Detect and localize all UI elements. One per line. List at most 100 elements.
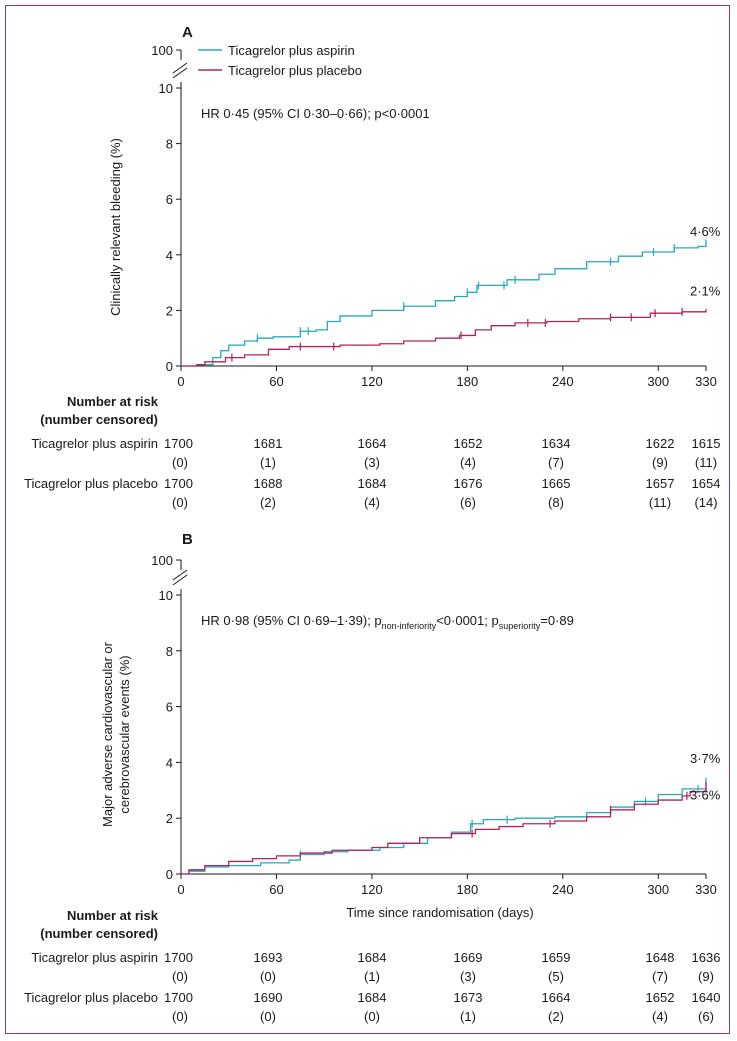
x-axis-label: Time since randomisation (days) xyxy=(346,905,533,920)
risk-censored-value: (4) xyxy=(652,1009,668,1024)
risk-at-risk-value: 1700 xyxy=(164,990,193,1005)
legend-label: Ticagrelor plus aspirin xyxy=(228,43,355,58)
risk-censored-value: (0) xyxy=(172,455,188,470)
y-tick-label: 10 xyxy=(159,588,173,603)
x-tick-label: 300 xyxy=(647,882,669,897)
risk-at-risk-value: 1690 xyxy=(254,990,283,1005)
risk-censored-value: (3) xyxy=(364,455,380,470)
x-tick-label: 240 xyxy=(552,374,574,389)
risk-row-label: Ticagrelor plus placebo xyxy=(24,476,158,491)
x-tick-label: 330 xyxy=(695,374,717,389)
km-curve-placebo xyxy=(181,309,707,367)
end-value-label: 3·7% xyxy=(690,751,721,766)
risk-table-header: (number censored) xyxy=(40,926,158,941)
risk-at-risk-value: 1684 xyxy=(358,950,387,965)
y-tick-label: 6 xyxy=(166,192,173,207)
panel-letter: B xyxy=(182,531,193,548)
hazard-ratio-annotation: HR 0·98 (95% CI 0·69–1·39); pnon-inferio… xyxy=(201,613,574,631)
y-axis-break-mark xyxy=(172,62,188,74)
risk-at-risk-value: 1657 xyxy=(646,476,675,491)
y-tick-label: 0 xyxy=(166,867,173,882)
risk-at-risk-value: 1636 xyxy=(692,950,721,965)
end-value-label: 4·6% xyxy=(690,224,721,239)
risk-censored-value: (9) xyxy=(652,455,668,470)
annotation-part: superiority xyxy=(499,621,541,631)
km-curve-aspirin xyxy=(181,777,707,875)
risk-censored-value: (11) xyxy=(695,455,717,470)
end-value-label: 2·1% xyxy=(690,284,721,299)
legend-label: Ticagrelor plus placebo xyxy=(228,63,362,78)
y-axis-break-mark xyxy=(172,574,188,586)
risk-at-risk-value: 1640 xyxy=(692,990,721,1005)
annotation-part: non-inferiority xyxy=(382,621,437,631)
risk-row-label: Ticagrelor plus aspirin xyxy=(31,436,158,451)
risk-censored-value: (6) xyxy=(698,1009,714,1024)
y-tick-label: 8 xyxy=(166,137,173,152)
risk-at-risk-value: 1615 xyxy=(692,436,721,451)
y-tick-label: 100 xyxy=(151,553,173,568)
risk-censored-value: (0) xyxy=(172,495,188,510)
annotation-part: HR 0·98 (95% CI 0·69–1·39); p xyxy=(201,613,382,628)
risk-censored-value: (14) xyxy=(694,495,717,510)
risk-table-header: (number censored) xyxy=(40,412,158,427)
risk-table-header: Number at risk xyxy=(67,908,159,923)
risk-censored-value: (1) xyxy=(364,969,380,984)
panel-letter: A xyxy=(182,24,193,41)
end-value-label: 3·6% xyxy=(690,788,721,803)
km-curve-placebo xyxy=(181,781,707,875)
risk-at-risk-value: 1681 xyxy=(254,436,283,451)
risk-at-risk-value: 1676 xyxy=(454,476,483,491)
risk-at-risk-value: 1673 xyxy=(454,990,483,1005)
risk-censored-value: (0) xyxy=(260,969,276,984)
y-axis-label: cerebrovascular events (%) xyxy=(117,655,132,813)
risk-censored-value: (7) xyxy=(548,455,564,470)
risk-censored-value: (2) xyxy=(260,495,276,510)
risk-at-risk-value: 1684 xyxy=(358,990,387,1005)
y-tick-label: 8 xyxy=(166,644,173,659)
y-tick-label: 2 xyxy=(166,811,173,826)
risk-at-risk-value: 1654 xyxy=(692,476,721,491)
x-tick-label: 180 xyxy=(457,882,479,897)
x-tick-label: 120 xyxy=(361,374,383,389)
risk-at-risk-value: 1659 xyxy=(542,950,571,965)
hazard-ratio-annotation: HR 0·45 (95% CI 0·30–0·66); p<0·0001 xyxy=(201,106,430,121)
x-tick-label: 60 xyxy=(269,374,283,389)
risk-censored-value: (0) xyxy=(172,1009,188,1024)
risk-censored-value: (5) xyxy=(548,969,564,984)
risk-censored-value: (4) xyxy=(364,495,380,510)
y-tick-label: 4 xyxy=(166,755,173,770)
risk-at-risk-value: 1664 xyxy=(542,990,571,1005)
annotation-part: =0·89 xyxy=(540,613,574,628)
risk-censored-value: (4) xyxy=(460,455,476,470)
x-tick-label: 330 xyxy=(695,882,717,897)
risk-at-risk-value: 1634 xyxy=(542,436,571,451)
y-axis-break-mark xyxy=(172,67,188,79)
risk-at-risk-value: 1652 xyxy=(454,436,483,451)
risk-censored-value: (8) xyxy=(548,495,564,510)
risk-censored-value: (0) xyxy=(172,969,188,984)
risk-at-risk-value: 1622 xyxy=(646,436,675,451)
risk-censored-value: (9) xyxy=(698,969,714,984)
risk-censored-value: (6) xyxy=(460,495,476,510)
y-tick-label: 0 xyxy=(166,359,173,374)
y-axis-label: Clinically relevant bleeding (%) xyxy=(108,138,123,316)
x-tick-label: 300 xyxy=(647,374,669,389)
risk-row-label: Ticagrelor plus aspirin xyxy=(31,950,158,965)
risk-at-risk-value: 1648 xyxy=(646,950,675,965)
y-axis-label: Major adverse cardiovascular or xyxy=(100,641,115,827)
risk-at-risk-value: 1700 xyxy=(164,436,193,451)
risk-censored-value: (1) xyxy=(460,1009,476,1024)
y-tick-label: 6 xyxy=(166,700,173,715)
risk-at-risk-value: 1700 xyxy=(164,476,193,491)
risk-at-risk-value: 1688 xyxy=(254,476,283,491)
km-curve-aspirin xyxy=(181,239,707,367)
risk-censored-value: (2) xyxy=(548,1009,564,1024)
risk-at-risk-value: 1664 xyxy=(358,436,387,451)
risk-censored-value: (0) xyxy=(260,1009,276,1024)
risk-table-header: Number at risk xyxy=(67,394,159,409)
x-tick-label: 120 xyxy=(361,882,383,897)
y-tick-label: 100 xyxy=(151,43,173,58)
x-tick-label: 0 xyxy=(177,882,184,897)
x-tick-label: 60 xyxy=(269,882,283,897)
